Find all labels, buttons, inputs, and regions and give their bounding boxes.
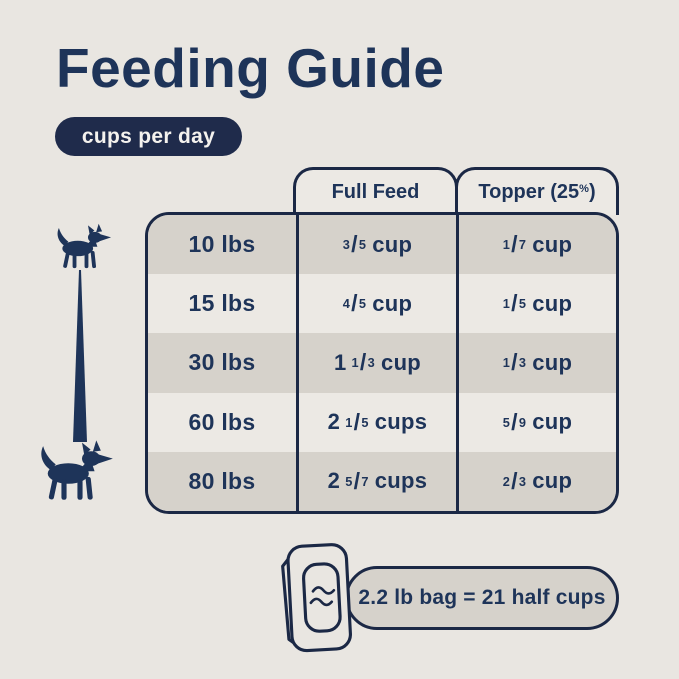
weight-cell: 80 lbs (188, 467, 256, 494)
size-gradient-line (73, 270, 87, 442)
topper-cell: 2/3 cup (456, 451, 616, 511)
cups-per-day-badge: cups per day (55, 117, 242, 156)
weight-cell: 10 lbs (188, 231, 256, 258)
table-row: 60 lbs 2 1/5 cups 5/9 cup (148, 392, 616, 452)
topper-label: Topper (25%) (478, 181, 596, 203)
topper-cell: 5/9 cup (456, 392, 616, 452)
table-row: 30 lbs 1 1/3 cup 1/3 cup (148, 333, 616, 393)
table-row: 10 lbs 3/5 cup 1/7 cup (148, 215, 616, 275)
column-header-topper: Topper (25%) (455, 167, 619, 215)
small-dog-icon (57, 223, 112, 269)
table-row: 15 lbs 4/5 cup 1/5 cup (148, 274, 616, 334)
topper-cell: 1/3 cup (456, 333, 616, 393)
page-title: Feeding Guide (56, 37, 445, 99)
bag-yield-note: 2.2 lb bag = 21 half cups (345, 566, 619, 630)
food-bag-icon (281, 543, 352, 653)
full-feed-cell: 1 1/3 cup (296, 333, 456, 393)
topper-cell: 1/5 cup (456, 274, 616, 334)
full-feed-label: Full Feed (331, 181, 420, 203)
column-header-full-feed: Full Feed (293, 167, 458, 215)
large-dog-icon (41, 440, 113, 500)
percent-superscript: % (579, 182, 589, 195)
topper-cell: 1/7 cup (456, 215, 616, 275)
bag-yield-text: 2.2 lb bag = 21 half cups (358, 586, 606, 609)
full-feed-cell: 3/5 cup (296, 215, 456, 275)
cups-per-day-label: cups per day (81, 124, 216, 148)
full-feed-cell: 2 1/5 cups (296, 392, 456, 452)
weight-cell: 30 lbs (188, 349, 256, 376)
table-row: 80 lbs 2 5/7 cups 2/3 cup (148, 451, 616, 511)
weight-cell: 15 lbs (188, 290, 256, 317)
full-feed-cell: 4/5 cup (296, 274, 456, 334)
feeding-table: 10 lbs 3/5 cup 1/7 cup 15 lbs 4/5 cup 1/5 cu… (145, 212, 619, 514)
full-feed-cell: 2 5/7 cups (296, 451, 456, 511)
weight-cell: 60 lbs (188, 408, 256, 435)
